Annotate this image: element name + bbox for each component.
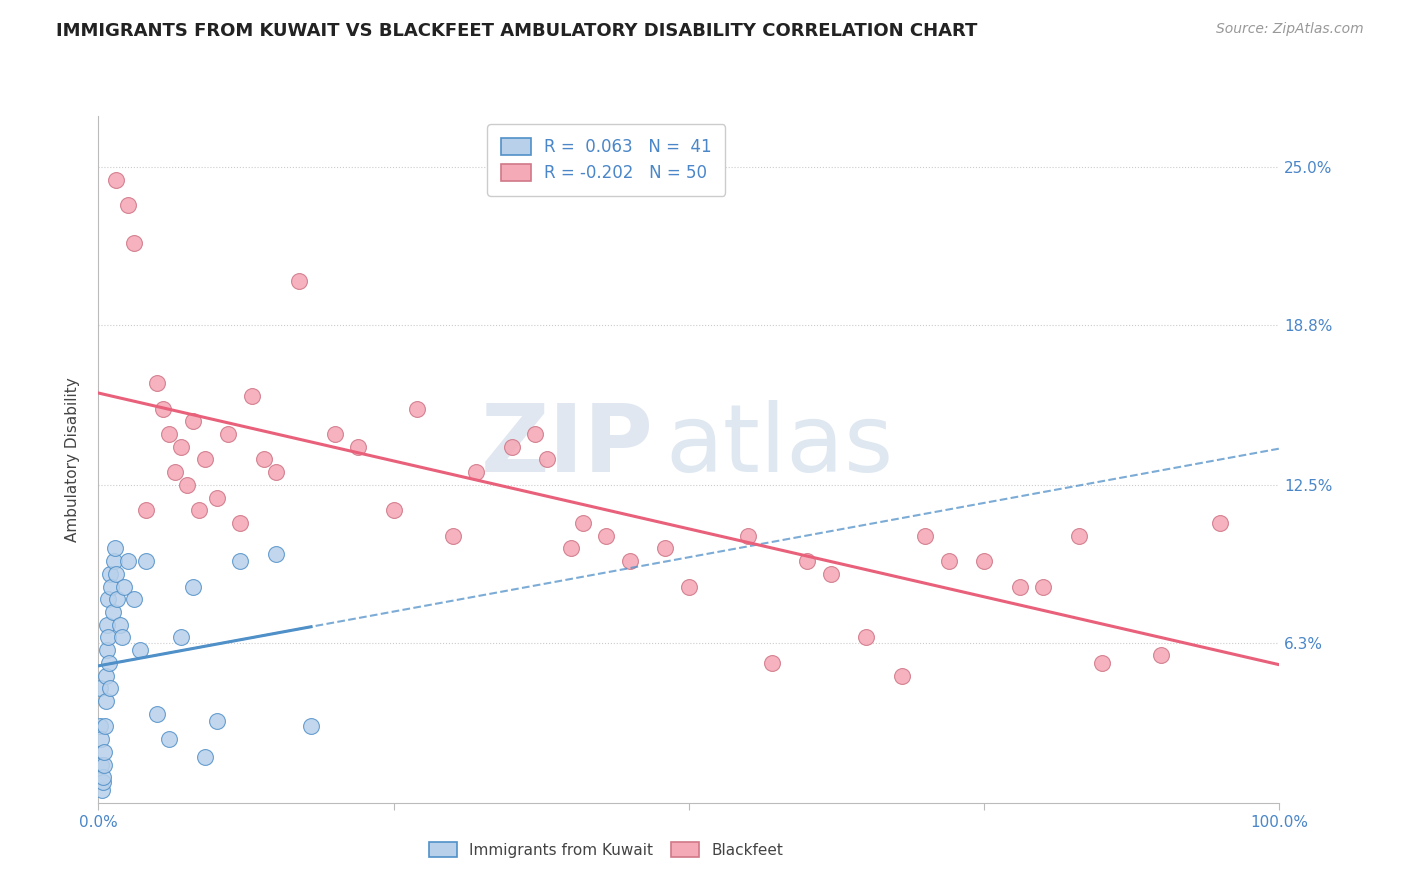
Text: Source: ZipAtlas.com: Source: ZipAtlas.com [1216,22,1364,37]
Point [973,554,995,568]
Point [152,401,174,416]
Point [187,503,209,517]
Point [105,592,128,607]
Y-axis label: Ambulatory Disability: Ambulatory Disability [65,377,80,541]
Point [571,516,593,530]
Point [135,503,157,517]
Point [89,681,111,696]
Point [91,783,114,797]
Point [112,580,135,594]
Point [205,491,228,505]
Point [111,631,134,645]
Point [90,732,112,747]
Point [103,554,125,568]
Point [194,750,217,764]
Point [104,541,127,556]
Point [465,465,488,479]
Point [97,592,120,607]
Point [165,465,187,479]
Point [96,643,118,657]
Point [122,236,145,251]
Point [217,426,239,441]
Point [101,605,124,619]
Point [524,426,547,441]
Point [117,554,139,568]
Point [288,274,311,288]
Point [1150,648,1173,663]
Point [94,668,117,682]
Point [157,732,180,747]
Point [96,617,118,632]
Point [93,745,115,759]
Point [91,775,114,789]
Point [914,529,936,543]
Point [146,706,169,721]
Point [181,580,204,594]
Point [105,566,128,581]
Point [654,541,676,556]
Point [128,643,150,657]
Point [90,757,112,772]
Text: atlas: atlas [665,400,894,491]
Point [323,426,346,441]
Point [796,554,818,568]
Point [176,478,198,492]
Point [264,547,287,561]
Point [299,719,322,733]
Point [98,656,121,670]
Point [347,440,370,454]
Point [122,592,145,607]
Point [94,719,117,733]
Point [98,566,121,581]
Point [264,465,287,479]
Point [441,529,464,543]
Point [619,554,641,568]
Point [938,554,960,568]
Point [501,440,523,454]
Point [1091,656,1114,670]
Point [93,757,115,772]
Point [97,631,120,645]
Text: ZIP: ZIP [481,400,654,491]
Point [170,631,193,645]
Point [678,580,700,594]
Text: IMMIGRANTS FROM KUWAIT VS BLACKFEET AMBULATORY DISABILITY CORRELATION CHART: IMMIGRANTS FROM KUWAIT VS BLACKFEET AMBU… [56,22,977,40]
Point [229,554,252,568]
Point [157,426,180,441]
Point [105,172,128,186]
Point [89,719,111,733]
Point [181,414,204,428]
Point [1032,580,1054,594]
Point [205,714,228,729]
Point [536,452,558,467]
Point [117,198,139,212]
Point [761,656,783,670]
Point [1209,516,1232,530]
Point [91,770,114,784]
Point [1008,580,1031,594]
Point [94,694,117,708]
Point [98,681,121,696]
Point [240,389,263,403]
Point [194,452,217,467]
Point [146,376,169,390]
Point [170,440,193,454]
Point [1067,529,1090,543]
Point [229,516,252,530]
Point [737,529,759,543]
Point [253,452,276,467]
Point [595,529,617,543]
Legend: Immigrants from Kuwait, Blackfeet: Immigrants from Kuwait, Blackfeet [423,836,789,863]
Point [560,541,582,556]
Point [855,631,877,645]
Point [100,580,122,594]
Point [135,554,157,568]
Point [382,503,405,517]
Point [108,617,131,632]
Point [890,668,912,682]
Point [406,401,429,416]
Point [820,566,842,581]
